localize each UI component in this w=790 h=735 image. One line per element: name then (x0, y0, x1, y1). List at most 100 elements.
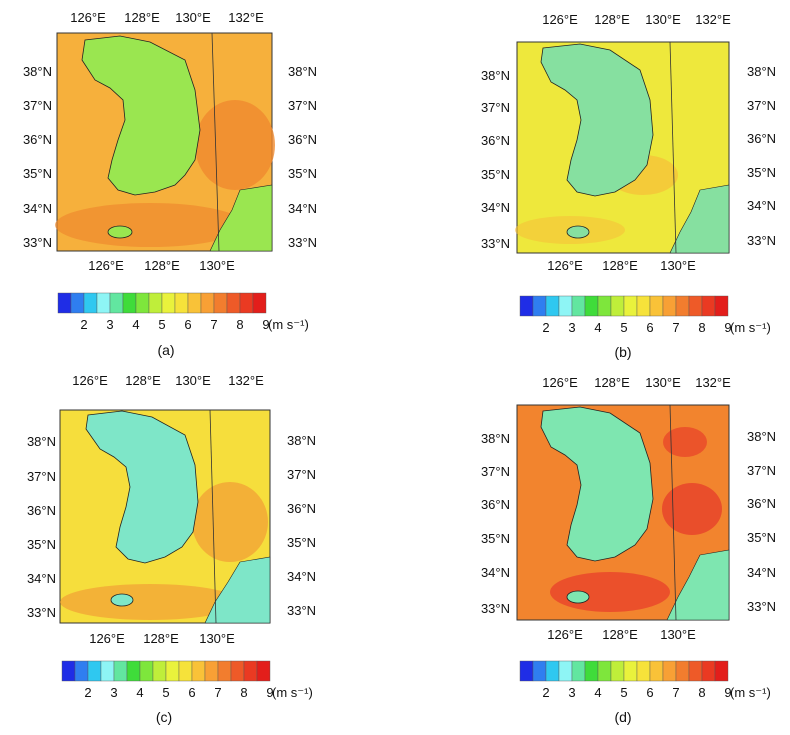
lat-tick-label: 37°N (23, 98, 52, 113)
colorbar-swatch (662, 660, 677, 682)
lat-tick-label: 33°N (288, 235, 317, 250)
colorbar-swatch (714, 660, 729, 682)
colorbar-swatch (174, 292, 189, 314)
colorbar-swatch (584, 660, 599, 682)
lat-tick-label: 33°N (23, 235, 52, 250)
colorbar-tick-label: 6 (646, 685, 653, 700)
colorbar-tick-label: 2 (80, 317, 87, 332)
colorbar-swatch (252, 292, 267, 314)
lat-tick-label: 34°N (23, 201, 52, 216)
colorbar-swatch (662, 295, 677, 317)
colorbar-swatch (239, 292, 254, 314)
lon-tick-label: 126°E (542, 375, 578, 390)
panel-c: 126°E 128°E 130°E 132°E 126°E 128°E 130°E 38°N 3… (0, 367, 395, 734)
lat-tick-label: 38°N (747, 64, 776, 79)
lat-tick-label: 34°N (747, 565, 776, 580)
lat-tick-label: 38°N (481, 431, 510, 446)
lat-tick-label: 35°N (27, 537, 56, 552)
lat-tick-label: 38°N (481, 68, 510, 83)
colorbar-tick-label: 5 (620, 685, 627, 700)
colorbar-unit: (m s⁻¹) (730, 685, 771, 700)
colorbar-swatch (701, 295, 716, 317)
colorbar-tick-label: 2 (84, 685, 91, 700)
colorbar-swatch (161, 292, 176, 314)
colorbar-swatch (100, 660, 115, 682)
lat-tick-label: 38°N (23, 64, 52, 79)
lat-tick-label: 37°N (287, 467, 316, 482)
lat-tick-label: 35°N (23, 166, 52, 181)
lon-tick-label: 126°E (547, 627, 583, 642)
colorbar-swatch (152, 660, 167, 682)
colorbar-swatch (545, 660, 560, 682)
lat-tick-label: 35°N (287, 535, 316, 550)
lon-tick-label: 130°E (645, 12, 681, 27)
lon-tick-label: 128°E (602, 627, 638, 642)
colorbar-tick-label: 7 (210, 317, 217, 332)
lat-tick-label: 36°N (747, 496, 776, 511)
colorbar-tick-label: 4 (594, 685, 601, 700)
lon-tick-label: 128°E (594, 375, 630, 390)
colorbar-tick-label: 6 (646, 320, 653, 335)
colorbar-tick-label: 4 (136, 685, 143, 700)
colorbar-tick-label: 8 (698, 320, 705, 335)
colorbar: 2 3 4 5 6 7 8 9(m s⁻¹) (519, 295, 771, 335)
lon-tick-label: 126°E (70, 10, 106, 25)
colorbar-tick-label: 4 (594, 320, 601, 335)
lon-tick-label: 130°E (199, 258, 235, 273)
colorbar-swatch (139, 660, 154, 682)
colorbar-swatch (96, 292, 111, 314)
colorbar-swatch (571, 295, 586, 317)
map-frame (516, 404, 730, 621)
lat-tick-label: 33°N (747, 599, 776, 614)
colorbar-swatch (545, 295, 560, 317)
colorbar-swatch (610, 295, 625, 317)
map-frame (515, 41, 730, 254)
lon-tick-label: 126°E (72, 373, 108, 388)
lon-tick-label: 128°E (602, 258, 638, 273)
colorbar-swatch (610, 660, 625, 682)
map-frame (59, 409, 271, 624)
panel-a: 126°E 128°E 130°E 132°E 126°E 128°E 130°E 38°N 3… (0, 0, 395, 367)
colorbar-tick-label: 7 (214, 685, 221, 700)
lon-tick-label: 132°E (228, 10, 264, 25)
colorbar-swatch (113, 660, 128, 682)
lon-tick-label: 130°E (645, 375, 681, 390)
colorbar-swatch (688, 295, 703, 317)
lat-tick-label: 34°N (27, 571, 56, 586)
panel-d: 126°E 128°E 130°E 132°E 126°E 128°E 130°E 38°N 3… (395, 367, 790, 734)
lon-tick-label: 130°E (660, 627, 696, 642)
colorbar-swatch (675, 295, 690, 317)
colorbar-tick-label: 3 (568, 320, 575, 335)
lon-tick-label: 128°E (144, 258, 180, 273)
panel-label: (a) (157, 342, 174, 358)
colorbar-tick-label: 3 (106, 317, 113, 332)
colorbar-swatch (597, 660, 612, 682)
lon-tick-label: 128°E (594, 12, 630, 27)
lat-tick-label: 37°N (288, 98, 317, 113)
lat-tick-label: 38°N (27, 434, 56, 449)
lat-tick-label: 35°N (747, 165, 776, 180)
colorbar-swatch (571, 660, 586, 682)
colorbar-swatch (191, 660, 206, 682)
colorbar-swatch (217, 660, 232, 682)
colorbar-tick-label: 8 (240, 685, 247, 700)
colorbar-swatch (519, 660, 534, 682)
lon-tick-label: 130°E (199, 631, 235, 646)
lon-tick-label: 128°E (124, 10, 160, 25)
lat-tick-label: 33°N (27, 605, 56, 620)
colorbar-tick-label: 8 (236, 317, 243, 332)
colorbar-swatch (165, 660, 180, 682)
colorbar-swatch (87, 660, 102, 682)
lat-tick-label: 33°N (481, 601, 510, 616)
lat-tick-label: 34°N (747, 198, 776, 213)
lon-tick-label: 130°E (175, 373, 211, 388)
colorbar-tick-label: 9 (266, 685, 273, 700)
colorbar-tick-label: 9 (262, 317, 269, 332)
colorbar-swatch (519, 295, 534, 317)
lat-tick-label: 38°N (747, 429, 776, 444)
colorbar-tick-label: 9 (724, 320, 731, 335)
colorbar-swatch (649, 660, 664, 682)
lat-tick-label: 34°N (481, 200, 510, 215)
lat-tick-label: 36°N (288, 132, 317, 147)
colorbar-swatch (230, 660, 245, 682)
